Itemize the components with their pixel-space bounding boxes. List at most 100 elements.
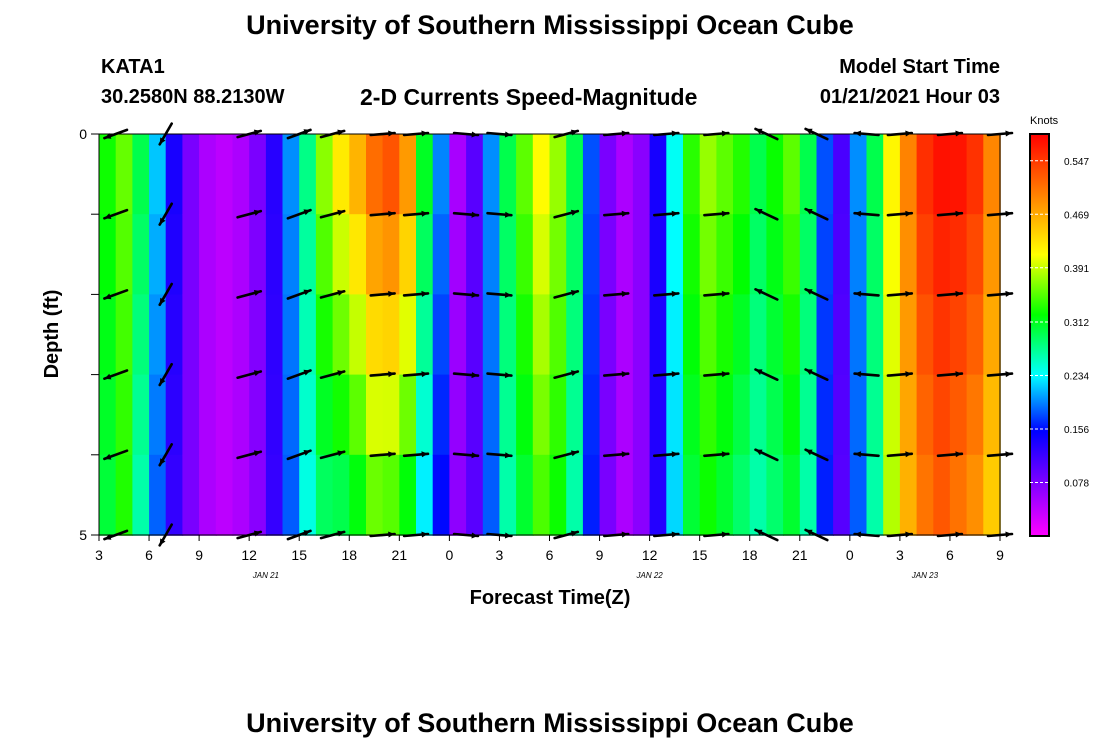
heatmap-cell bbox=[115, 374, 134, 456]
x-tick-label: 9 bbox=[195, 547, 203, 563]
current-vector bbox=[804, 448, 829, 462]
heatmap-cell bbox=[849, 454, 868, 536]
colorbar-tick-label: 0.547 bbox=[1064, 157, 1089, 168]
chart-title: 2-D Currents Speed-Magnitude bbox=[360, 84, 698, 110]
heatmap-cell bbox=[716, 374, 734, 456]
vector-arrowhead bbox=[1005, 531, 1012, 538]
heatmap-cell bbox=[282, 294, 300, 376]
heatmap-cell bbox=[616, 294, 634, 376]
heatmap-cell bbox=[749, 454, 768, 536]
heatmap-cell bbox=[132, 134, 150, 215]
heatmap-cell bbox=[215, 374, 234, 456]
heatmap-cell bbox=[899, 454, 918, 536]
vector-arrowhead bbox=[570, 450, 578, 457]
heatmap-cell bbox=[933, 374, 951, 456]
heatmap-cell bbox=[132, 294, 150, 376]
heatmap-cell bbox=[883, 454, 901, 536]
heatmap-cell bbox=[199, 294, 217, 376]
heatmap-cell bbox=[115, 214, 134, 296]
heatmap-cell bbox=[833, 374, 851, 456]
vector-arrowhead bbox=[388, 210, 395, 217]
heatmap-cell bbox=[382, 374, 401, 456]
heatmap-cell bbox=[315, 374, 334, 456]
vector-arrowhead bbox=[721, 210, 729, 217]
x-tick-label: 18 bbox=[742, 547, 758, 563]
heatmap-cell bbox=[416, 374, 434, 456]
heatmap-cell bbox=[566, 134, 584, 215]
heatmap-cell bbox=[182, 214, 200, 296]
heatmap-cell bbox=[766, 214, 784, 296]
heatmap-cell bbox=[816, 374, 834, 456]
heatmap-cell bbox=[983, 454, 1001, 536]
vector-arrowhead bbox=[570, 290, 578, 296]
heatmap-cell bbox=[399, 214, 417, 296]
x-tick-label: 3 bbox=[896, 547, 904, 563]
current-vector bbox=[936, 371, 964, 378]
current-vector bbox=[602, 290, 630, 297]
current-vector bbox=[286, 369, 312, 381]
heatmap-cell bbox=[215, 134, 234, 215]
heatmap-cell bbox=[299, 454, 317, 536]
heatmap-cell bbox=[849, 294, 868, 376]
heatmap-cell bbox=[916, 374, 935, 456]
heatmap-cell bbox=[983, 294, 1001, 376]
heatmap-cell bbox=[699, 134, 718, 215]
current-vector bbox=[652, 210, 680, 217]
heatmap-cell bbox=[199, 374, 217, 456]
x-tick-label: 6 bbox=[546, 547, 554, 563]
heatmap-cell bbox=[866, 454, 884, 536]
vector-arrowhead bbox=[159, 217, 166, 225]
heatmap-cell bbox=[883, 214, 901, 296]
heatmap-cell bbox=[716, 294, 734, 376]
heatmap-cell bbox=[733, 214, 751, 296]
x-tick-label: 0 bbox=[846, 547, 854, 563]
heatmap-cell bbox=[482, 454, 501, 536]
heatmap-cell bbox=[282, 454, 300, 536]
vector-arrowhead bbox=[905, 451, 912, 458]
heatmap-cell bbox=[382, 454, 401, 536]
current-vector bbox=[452, 372, 480, 379]
vector-arrowhead bbox=[104, 453, 112, 460]
heatmap-cell bbox=[315, 294, 334, 376]
current-vector bbox=[853, 210, 880, 217]
heatmap-cell bbox=[215, 214, 234, 296]
heatmap-cell bbox=[916, 214, 935, 296]
current-vector bbox=[158, 282, 173, 307]
heatmap-cell bbox=[399, 294, 417, 376]
heatmap-cell bbox=[532, 294, 551, 376]
vector-arrowhead bbox=[471, 211, 478, 218]
heatmap-cell bbox=[566, 214, 584, 296]
heatmap-cell bbox=[532, 134, 551, 215]
heatmap-cell bbox=[666, 214, 684, 296]
heatmap-cell bbox=[432, 294, 451, 376]
heatmap-cell bbox=[482, 294, 501, 376]
heatmap-cell bbox=[916, 294, 935, 376]
heatmap-cell bbox=[299, 374, 317, 456]
current-vector bbox=[853, 290, 880, 297]
heatmap-cell bbox=[799, 214, 818, 296]
heatmap-cell bbox=[466, 134, 484, 215]
current-vector bbox=[286, 288, 312, 300]
heatmap-cell bbox=[749, 374, 768, 456]
x-tick-label: 12 bbox=[241, 547, 257, 563]
heatmap-cell bbox=[182, 454, 200, 536]
heatmap-cell bbox=[966, 294, 985, 376]
heatmap-cell bbox=[716, 134, 734, 215]
heatmap-cell bbox=[349, 454, 367, 536]
heatmap-cell bbox=[733, 294, 751, 376]
heatmap-cell bbox=[516, 374, 534, 456]
x-tick-label: 6 bbox=[946, 547, 954, 563]
heatmap-cell bbox=[499, 134, 517, 215]
current-vector bbox=[936, 210, 964, 217]
heatmap-cell bbox=[399, 454, 417, 536]
heatmap-cell bbox=[632, 454, 651, 536]
current-vector bbox=[936, 451, 964, 458]
heatmap-cell bbox=[282, 374, 300, 456]
heatmap-cell bbox=[799, 454, 818, 536]
heatmap-cell bbox=[249, 454, 267, 536]
current-vector bbox=[754, 448, 779, 462]
heatmap-cell bbox=[816, 134, 834, 215]
model-start-label: Model Start Time bbox=[839, 56, 1000, 78]
heatmap-cell bbox=[349, 294, 367, 376]
heatmap-cell bbox=[599, 214, 618, 296]
